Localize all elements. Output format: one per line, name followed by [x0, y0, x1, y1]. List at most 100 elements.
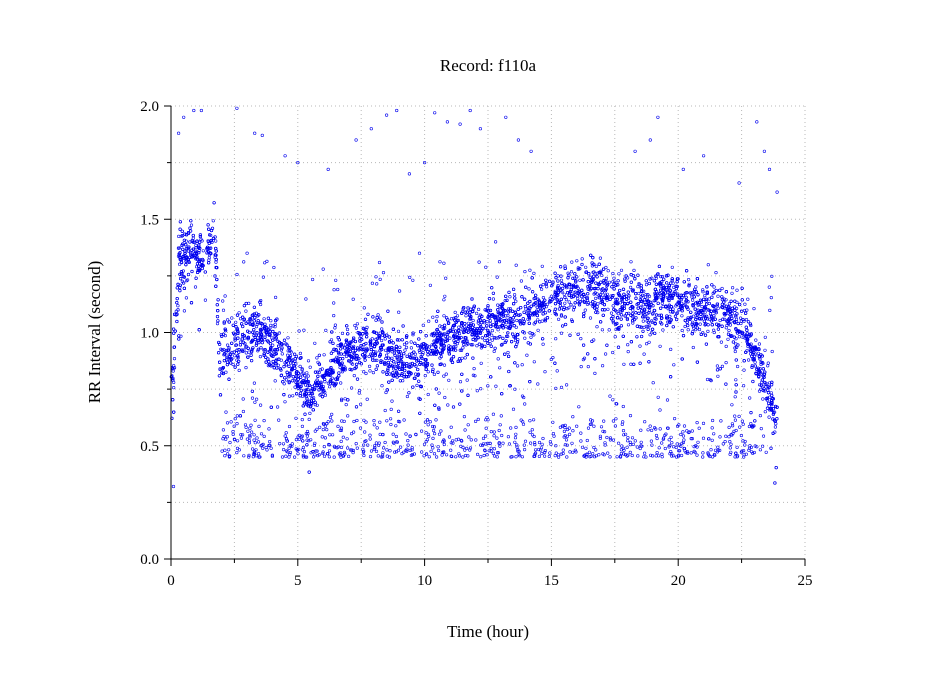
- data-point: [239, 317, 243, 321]
- data-point: [387, 340, 392, 344]
- data-point: [278, 367, 283, 371]
- data-point: [379, 346, 383, 350]
- data-point: [443, 323, 447, 328]
- data-point: [622, 292, 626, 296]
- data-point: [651, 304, 655, 308]
- data-point: [253, 335, 257, 340]
- data-point: [496, 328, 500, 332]
- data-point: [246, 355, 250, 359]
- data-point: [194, 255, 198, 260]
- data-point: [425, 361, 430, 366]
- data-point: [358, 339, 362, 343]
- data-point: [596, 311, 600, 315]
- data-point: [172, 410, 176, 414]
- data-point: [714, 309, 718, 313]
- data-point: [444, 339, 448, 343]
- data-point: [396, 350, 401, 354]
- data-point: [742, 359, 746, 363]
- data-point: [483, 344, 487, 349]
- data-point: [212, 201, 216, 205]
- data-point: [522, 319, 526, 324]
- data-point: [369, 341, 373, 346]
- data-point: [419, 344, 423, 349]
- data-point: [625, 276, 630, 280]
- data-point: [615, 297, 619, 302]
- data-point: [769, 446, 773, 450]
- data-point: [367, 354, 371, 359]
- data-point: [542, 302, 546, 306]
- data-point: [430, 363, 434, 367]
- data-point: [743, 311, 748, 315]
- data-point: [749, 411, 753, 415]
- data-point: [355, 418, 359, 423]
- data-point: [724, 298, 728, 302]
- data-point: [716, 327, 721, 331]
- data-point: [734, 383, 738, 387]
- data-point: [213, 274, 217, 278]
- data-point: [384, 370, 389, 374]
- data-point: [675, 280, 679, 284]
- data-point: [383, 361, 387, 365]
- data-point: [390, 356, 394, 360]
- data-point: [611, 271, 615, 276]
- data-point: [463, 336, 467, 340]
- data-point: [447, 321, 451, 325]
- data-point: [598, 256, 603, 260]
- data-point: [186, 231, 191, 235]
- data-point: [501, 314, 505, 318]
- data-point: [246, 337, 250, 341]
- data-point: [734, 345, 739, 349]
- data-point: [435, 333, 439, 337]
- data-point: [585, 298, 590, 303]
- data-point: [733, 349, 737, 354]
- data-point: [304, 401, 309, 405]
- data-point: [638, 361, 642, 365]
- data-point: [639, 334, 644, 339]
- data-point: [179, 277, 183, 281]
- data-point: [470, 333, 474, 337]
- data-point: [388, 372, 392, 376]
- data-point: [405, 364, 409, 368]
- data-point: [335, 377, 340, 382]
- data-point: [674, 317, 679, 322]
- data-point: [252, 319, 256, 323]
- data-point: [437, 391, 441, 395]
- data-point: [646, 320, 651, 324]
- data-point: [704, 316, 708, 320]
- data-point: [197, 328, 201, 332]
- data-point: [657, 264, 662, 269]
- data-point: [515, 318, 519, 323]
- data-point: [440, 342, 444, 346]
- data-point: [222, 352, 227, 356]
- data-point: [340, 331, 345, 336]
- data-point: [683, 324, 687, 329]
- data-point: [438, 324, 442, 328]
- data-point: [343, 343, 348, 347]
- data-point: [425, 418, 430, 422]
- data-point: [626, 290, 630, 294]
- data-point: [728, 323, 733, 327]
- data-point: [580, 257, 584, 261]
- data-point: [306, 374, 310, 378]
- data-point: [507, 290, 511, 295]
- data-point: [440, 349, 444, 353]
- data-point: [617, 326, 621, 330]
- data-point: [627, 311, 631, 316]
- data-point: [280, 352, 284, 356]
- data-point: [744, 350, 748, 354]
- data-point: [187, 245, 191, 249]
- data-point: [648, 305, 652, 309]
- data-point: [753, 419, 757, 423]
- data-point: [458, 380, 463, 384]
- data-point: [774, 422, 778, 426]
- data-point: [236, 336, 240, 340]
- data-point: [771, 411, 776, 415]
- data-point: [393, 353, 397, 357]
- data-point: [653, 321, 657, 325]
- data-point: [690, 298, 695, 302]
- data-point: [617, 292, 621, 296]
- data-point: [251, 346, 255, 350]
- data-point: [431, 367, 435, 371]
- data-point: [690, 322, 694, 326]
- data-point: [477, 342, 482, 346]
